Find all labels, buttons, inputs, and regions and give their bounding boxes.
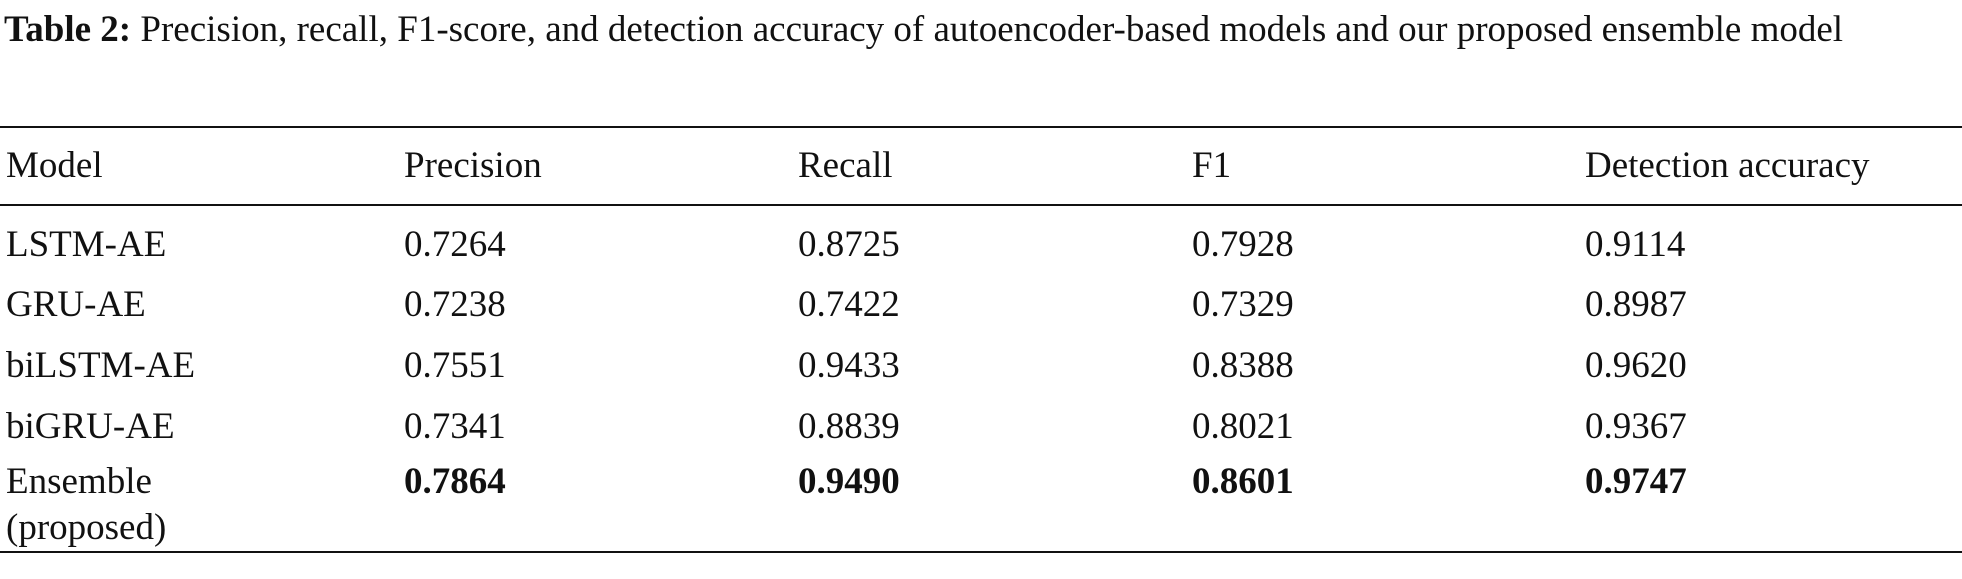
header-cell: Precision [404, 145, 542, 186]
metric-value: 0.9620 [1585, 345, 1687, 386]
caption-text: Precision, recall, F1-score, and detecti… [140, 9, 1844, 50]
model-name: biGRU-AE [6, 406, 175, 447]
metric-value: 0.9367 [1585, 406, 1687, 447]
header-cell: Model [6, 145, 103, 186]
model-name: biLSTM-AE [6, 345, 196, 386]
table-row: biGRU-AE 0.7341 0.8839 0.8021 0.9367 [0, 392, 1962, 453]
model-name: GRU-AE [6, 284, 146, 325]
metric-value: 0.9114 [1585, 224, 1686, 265]
header-cell: Recall [798, 145, 893, 186]
metric-value: 0.7238 [404, 284, 506, 325]
metric-value: 0.8388 [1192, 345, 1294, 386]
metric-value: 0.9490 [798, 461, 900, 502]
metric-value: 0.9433 [798, 345, 900, 386]
header-cell: F1 [1192, 145, 1232, 186]
model-name: Ensemble (proposed) [6, 461, 167, 548]
header-cell: Detection accuracy [1585, 145, 1870, 186]
table-row: LSTM-AE 0.7264 0.8725 0.7928 0.9114 [0, 205, 1962, 270]
metric-value: 0.7422 [798, 284, 900, 325]
metric-value: 0.8987 [1585, 284, 1687, 325]
metric-value: 0.7864 [404, 461, 506, 502]
metric-value: 0.8839 [798, 406, 900, 447]
metric-value: 0.7264 [404, 224, 506, 265]
metric-value: 0.9747 [1585, 461, 1687, 502]
table-body: LSTM-AE 0.7264 0.8725 0.7928 0.9114 GRU-AE 0.7… [0, 205, 1962, 552]
header-row: Model Precision Recall F1 Detection accuracy [0, 127, 1962, 205]
metric-value: 0.8725 [798, 224, 900, 265]
table-row: Ensemble (proposed) 0.7864 0.9490 0.8601 0.9… [0, 453, 1962, 552]
caption: Table 2: Precision, recall, F1-score, an… [4, 4, 1956, 56]
metric-value: 0.7551 [404, 345, 506, 386]
metric-value: 0.8021 [1192, 406, 1294, 447]
table-row: biLSTM-AE 0.7551 0.9433 0.8388 0.9620 [0, 331, 1962, 392]
metric-value: 0.7928 [1192, 224, 1294, 265]
table-row: GRU-AE 0.7238 0.7422 0.7329 0.8987 [0, 270, 1962, 331]
metric-value: 0.8601 [1192, 461, 1294, 502]
model-name: LSTM-AE [6, 224, 167, 265]
metric-value: 0.7329 [1192, 284, 1294, 325]
metric-value: 0.7341 [404, 406, 506, 447]
results-table: Model Precision Recall F1 Detection accuracy… [0, 126, 1962, 553]
caption-label: Table 2: [4, 9, 132, 50]
